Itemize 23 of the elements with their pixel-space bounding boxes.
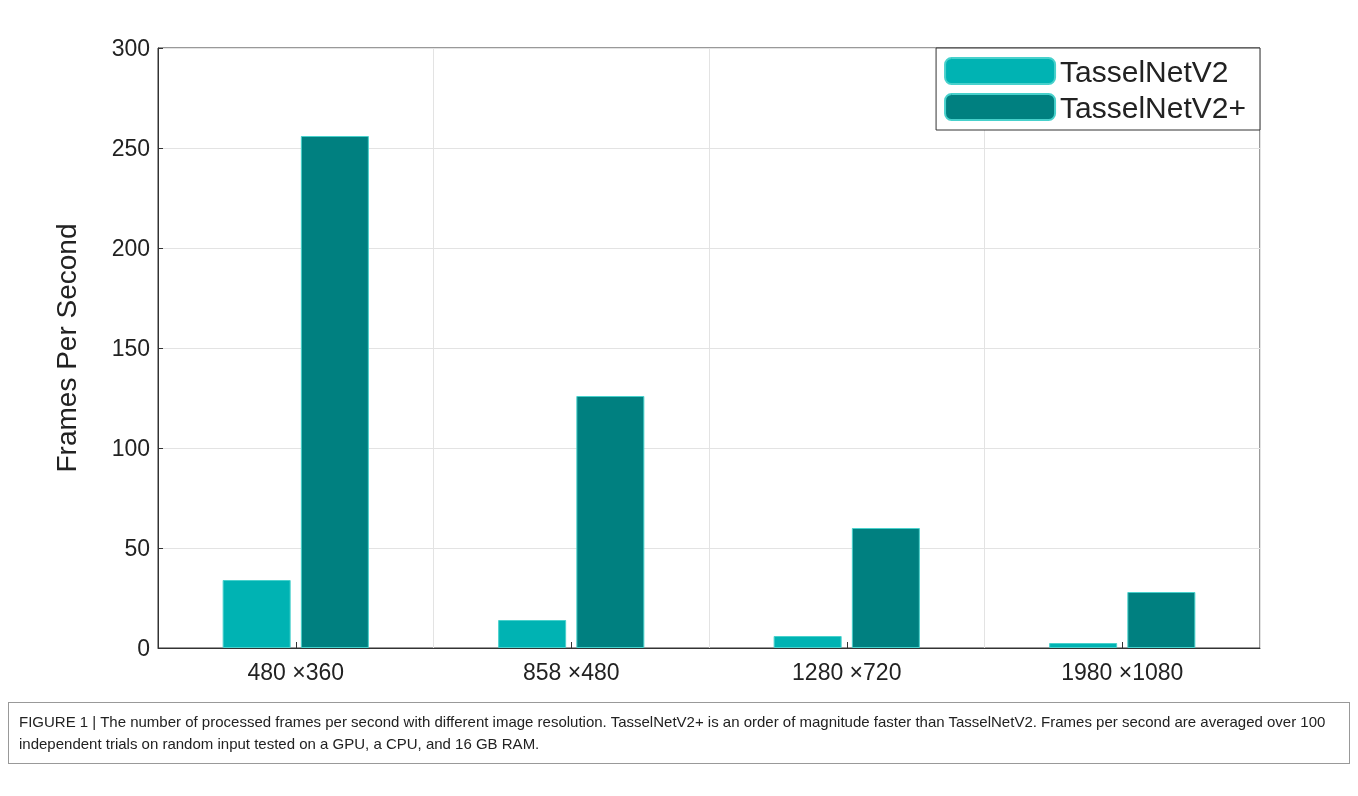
- y-tick-label: 200: [111, 235, 150, 261]
- bar: [498, 620, 567, 648]
- y-tick-label: 100: [111, 435, 150, 461]
- caption: FIGURE 1 | The number of processed frames per second with different image resolution. TasselNetV2+ is an order of magnitude faster than TasselNetV2. Frames per second are averaged over 100 independent trials on random input tested on a GPU, a CPU, and 16 GB RAM.: [8, 702, 1350, 764]
- bar: [576, 396, 645, 648]
- x-tick-label: 1980 ×1080: [1061, 658, 1184, 685]
- y-tick-label: 250: [111, 135, 150, 161]
- bar: [1127, 592, 1196, 648]
- x-tick-label: 1280 ×720: [792, 658, 902, 685]
- y-axis-title: Frames Per Second: [50, 223, 82, 473]
- bar: [773, 636, 842, 648]
- bar: [300, 136, 369, 648]
- bar: [222, 580, 291, 648]
- y-tick-label: 50: [124, 535, 150, 561]
- y-tick-label: 300: [111, 35, 150, 61]
- bar: [851, 528, 920, 648]
- y-tick-label: 0: [137, 635, 150, 661]
- y-tick-label: 150: [111, 335, 150, 361]
- bar: [1049, 643, 1118, 648]
- x-tick-label: 858 ×480: [522, 658, 620, 685]
- legend-label: TasselNetV2+: [1060, 90, 1246, 124]
- legend-label: TasselNetV2: [1060, 54, 1229, 88]
- x-tick-label: 480 ×360: [247, 658, 345, 685]
